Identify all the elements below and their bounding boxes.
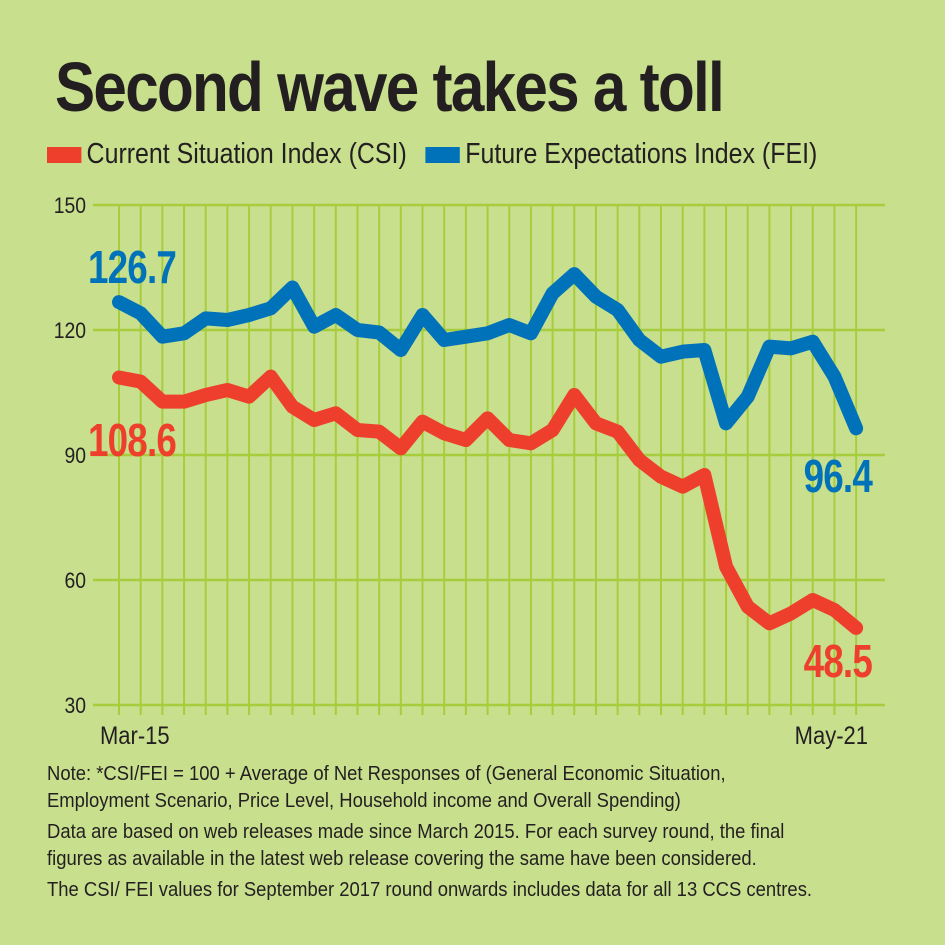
fei-point bbox=[811, 340, 814, 343]
fei-point bbox=[529, 332, 532, 335]
csi-point bbox=[703, 474, 706, 476]
csi-point bbox=[486, 417, 489, 420]
fei-end-label: 96.4 bbox=[804, 450, 873, 502]
csi-point bbox=[681, 485, 684, 488]
fei-point bbox=[313, 325, 316, 328]
csi-point bbox=[226, 389, 229, 391]
fei-point bbox=[204, 317, 207, 320]
note-line: figures as available in the latest web r… bbox=[47, 847, 757, 870]
notes: Note: *CSI/FEI = 100 + Average of Net Re… bbox=[47, 760, 812, 903]
csi-point bbox=[139, 380, 142, 383]
note-line: The CSI/ FEI values for September 2017 r… bbox=[47, 878, 813, 901]
fei-point bbox=[573, 273, 576, 276]
csi-start-label: 108.6 bbox=[88, 414, 176, 466]
legend-item-fei: Future Expectations Index (FEI) bbox=[425, 138, 818, 171]
csi-point bbox=[269, 375, 272, 378]
csi-point bbox=[421, 420, 424, 423]
y-tick-label: 150 bbox=[54, 194, 86, 218]
fei-point bbox=[139, 312, 142, 315]
note-line: Data are based on web releases made sinc… bbox=[47, 820, 785, 843]
csi-point bbox=[248, 395, 251, 398]
x-tick-label: May-21 bbox=[795, 722, 868, 750]
fei-point bbox=[486, 332, 489, 335]
y-tick-label: 30 bbox=[64, 694, 86, 718]
fei-point bbox=[551, 292, 554, 295]
fei-point bbox=[378, 331, 381, 334]
fei-point bbox=[443, 339, 446, 341]
fei-point bbox=[248, 314, 251, 316]
fei-point bbox=[638, 339, 641, 341]
note-line: Employment Scenario, Price Level, Househ… bbox=[47, 789, 681, 812]
csi-point bbox=[551, 429, 554, 431]
chart-title: Second wave takes a toll bbox=[55, 48, 725, 126]
csi-end-label: 48.5 bbox=[804, 635, 872, 687]
csi-point bbox=[811, 599, 814, 601]
csi-point bbox=[334, 412, 337, 415]
csi-point bbox=[790, 612, 793, 615]
csi-point bbox=[443, 432, 446, 435]
fei-point bbox=[725, 422, 728, 425]
fei-point bbox=[768, 345, 771, 348]
legend: Current Situation Index (CSI) Future Exp… bbox=[47, 138, 836, 171]
fei-point bbox=[660, 355, 662, 358]
csi-point bbox=[594, 422, 597, 425]
fei-point bbox=[703, 349, 706, 351]
fei-point bbox=[681, 350, 684, 353]
legend-label-fei: Future Expectations Index (FEI) bbox=[465, 138, 818, 170]
csi-point bbox=[638, 459, 641, 461]
csi-point bbox=[833, 609, 836, 611]
csi-point bbox=[855, 626, 858, 629]
fei-point bbox=[746, 395, 749, 398]
fei-point bbox=[291, 286, 294, 289]
fei-point bbox=[183, 332, 186, 335]
fei-point bbox=[356, 329, 359, 331]
fei-point bbox=[855, 427, 858, 430]
fei-point bbox=[508, 324, 511, 326]
csi-point bbox=[399, 447, 402, 450]
csi-point bbox=[356, 429, 359, 431]
csi-point bbox=[529, 442, 532, 445]
fei-point bbox=[334, 314, 337, 316]
fei-point bbox=[616, 309, 619, 311]
y-tick-label: 120 bbox=[54, 319, 86, 343]
y-tick-label: 90 bbox=[64, 444, 86, 468]
fei-point bbox=[833, 375, 836, 378]
csi-point bbox=[313, 419, 316, 421]
legend-swatch-fei bbox=[425, 146, 461, 163]
legend-item-csi: Current Situation Index (CSI) bbox=[47, 138, 407, 171]
fei-point bbox=[226, 319, 229, 321]
fei-point bbox=[399, 349, 402, 351]
csi-point bbox=[204, 394, 207, 396]
csi-point bbox=[118, 376, 120, 379]
y-tick-label: 60 bbox=[64, 569, 86, 593]
fei-point bbox=[464, 335, 467, 338]
fei-point bbox=[790, 347, 793, 350]
fei-point bbox=[594, 295, 597, 298]
fei-point bbox=[269, 307, 272, 310]
fei-point bbox=[118, 301, 120, 304]
csi-point bbox=[508, 439, 511, 441]
csi-point bbox=[725, 565, 728, 568]
legend-label-csi: Current Situation Index (CSI) bbox=[86, 138, 407, 170]
csi-point bbox=[616, 430, 619, 433]
csi-point bbox=[378, 430, 381, 433]
csi-point bbox=[464, 439, 467, 441]
legend-swatch-csi bbox=[47, 146, 82, 163]
csi-point bbox=[183, 400, 186, 403]
fei-start-label: 126.7 bbox=[88, 241, 176, 293]
fei-point bbox=[161, 335, 164, 338]
csi-point bbox=[746, 605, 749, 608]
csi-point bbox=[291, 405, 294, 408]
csi-point bbox=[660, 475, 662, 478]
x-tick-label: Mar-15 bbox=[100, 722, 170, 750]
note-line: Note: *CSI/FEI = 100 + Average of Net Re… bbox=[47, 762, 726, 785]
csi-point bbox=[161, 400, 164, 403]
csi-point bbox=[573, 394, 576, 396]
csi-point bbox=[768, 622, 771, 625]
fei-point bbox=[421, 314, 424, 316]
